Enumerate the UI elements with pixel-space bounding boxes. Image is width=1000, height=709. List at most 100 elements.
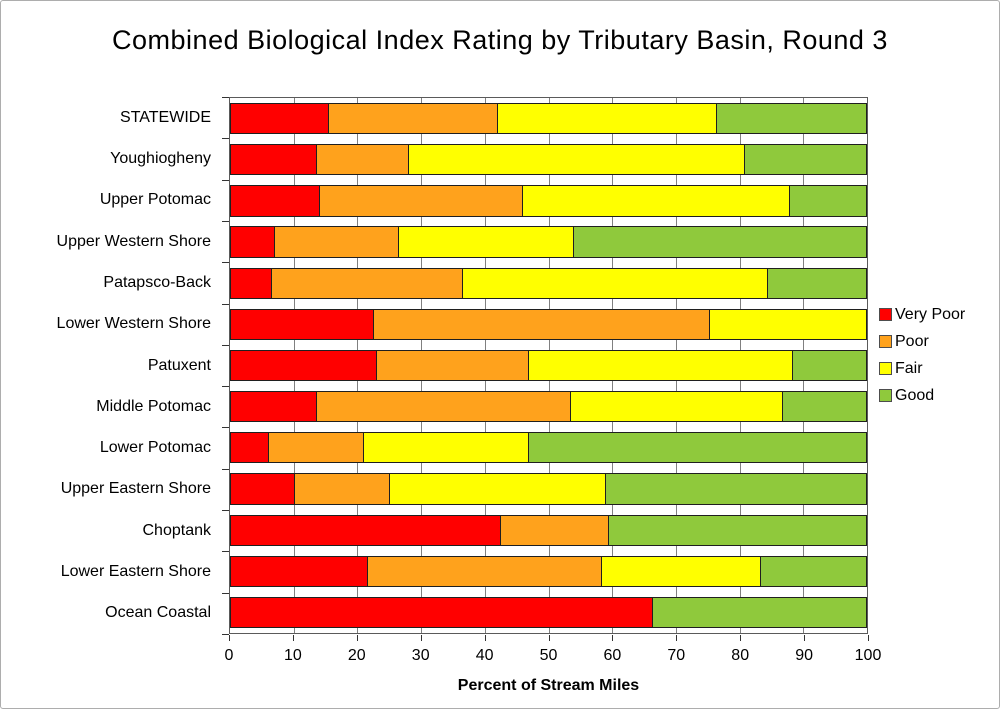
bar-segment-very-poor: [231, 474, 295, 504]
x-axis-tick: [292, 635, 294, 641]
x-tick-label: 100: [854, 647, 882, 664]
category-label: Ocean Coastal: [105, 604, 211, 622]
stacked-bar-upper-eastern-shore: [230, 473, 867, 505]
x-axis-tick: [484, 635, 486, 641]
bar-segment-fair: [523, 186, 790, 216]
y-axis-tick: [222, 551, 229, 553]
bar-segment-fair: [408, 145, 746, 175]
bar-row: [230, 427, 867, 468]
x-tick-label: 60: [603, 647, 622, 664]
category-label: Upper Western Shore: [56, 232, 211, 250]
bar-segment-very-poor: [231, 556, 368, 586]
bar-segment-good: [529, 433, 866, 463]
category-label: Middle Potomac: [96, 397, 211, 415]
x-axis-tick: [740, 635, 742, 641]
y-axis-tick: [222, 179, 229, 181]
stacked-bar-patuxent: [230, 349, 867, 382]
y-axis-tick: [222, 262, 229, 264]
x-tick-label: 10: [283, 647, 302, 664]
x-tick-label: 70: [667, 647, 686, 664]
stacked-bar-choptank: [230, 514, 867, 546]
x-tick-label: 30: [411, 647, 430, 664]
bar-segment-poor: [294, 474, 390, 504]
bar-row: [230, 386, 867, 427]
bar-segment-poor: [373, 309, 711, 339]
stacked-bar-upper-western-shore: [230, 226, 867, 258]
legend-swatch-very-poor: [879, 308, 892, 321]
x-axis-tick: [612, 635, 614, 641]
plot-area: [229, 97, 868, 634]
y-axis-tick: [222, 344, 229, 346]
bar-segment-very-poor: [231, 597, 654, 628]
bar-segment-fair: [497, 103, 717, 134]
y-axis-tick: [222, 510, 229, 512]
category-label: Lower Eastern Shore: [60, 563, 211, 581]
bar-segment-good: [605, 474, 866, 504]
legend-label: Poor: [895, 332, 929, 350]
bar-segment-good: [745, 145, 866, 175]
legend-swatch-fair: [879, 362, 892, 375]
category-label: Choptank: [142, 521, 212, 539]
category-label: STATEWIDE: [120, 108, 211, 126]
bar-segment-fair: [389, 474, 606, 504]
y-axis-tick: [222, 427, 229, 429]
x-axis-tick: [804, 635, 806, 641]
legend-swatch-poor: [879, 335, 892, 348]
x-axis-title: Percent of Stream Miles: [457, 677, 640, 694]
x-tick-label: 20: [347, 647, 366, 664]
bar-segment-poor: [272, 268, 463, 298]
bar-segment-fair: [364, 433, 530, 463]
x-axis-tick: [356, 635, 358, 641]
bar-segment-fair: [462, 268, 768, 298]
bar-row: [230, 180, 867, 221]
legend-label: Good: [895, 386, 935, 404]
y-axis-tick: [222, 303, 229, 305]
category-label: Upper Eastern Shore: [60, 480, 211, 498]
legend-item-very-poor: Very Poor: [879, 301, 965, 328]
bar-segment-very-poor: [231, 350, 378, 381]
x-axis-tick: [868, 635, 869, 641]
bar-row: [230, 592, 867, 633]
category-label: Patuxent: [147, 356, 211, 374]
x-tick-label: 50: [539, 647, 558, 664]
category-label: Lower Potomac: [99, 439, 211, 457]
bar-segment-fair: [710, 309, 866, 339]
bar-segment-very-poor: [231, 433, 270, 463]
stacked-bar-lower-eastern-shore: [230, 555, 867, 587]
bar-segment-good: [608, 515, 866, 545]
bar-segment-very-poor: [231, 268, 273, 298]
stacked-bar-statewide: [230, 102, 867, 135]
x-axis-tick: [229, 635, 230, 641]
y-axis-tick: [222, 386, 229, 388]
bar-row: [230, 345, 867, 386]
stacked-bar-middle-potomac: [230, 391, 867, 423]
bar-segment-poor: [316, 392, 571, 422]
stacked-bar-upper-potomac: [230, 185, 867, 217]
x-tick-label: 90: [795, 647, 813, 664]
bar-row: [230, 221, 867, 262]
stacked-bar-lower-potomac: [230, 432, 867, 464]
bar-segment-fair: [529, 350, 793, 381]
bar-segment-fair: [602, 556, 762, 586]
bar-segment-poor: [316, 145, 409, 175]
bar-segment-good: [789, 186, 866, 216]
bar-segment-poor: [319, 186, 524, 216]
bar-row: [230, 98, 867, 139]
bar-segment-very-poor: [231, 103, 330, 134]
bar-segment-very-poor: [231, 145, 317, 175]
bar-segment-fair: [570, 392, 784, 422]
bar-segment-good: [761, 556, 866, 586]
bar-segment-good: [783, 392, 866, 422]
bar-segment-good: [767, 268, 866, 298]
y-axis-tick: [222, 634, 229, 635]
y-axis-tick: [222, 97, 229, 98]
category-label: Lower Western Shore: [56, 315, 211, 333]
bar-segment-good: [792, 350, 866, 381]
category-label: Patapsco-Back: [103, 273, 211, 291]
x-axis-tick: [420, 635, 422, 641]
stacked-bar-youghiogheny: [230, 144, 867, 176]
y-axis-tick: [222, 220, 229, 222]
bar-row: [230, 551, 867, 592]
x-tick-label: 80: [731, 647, 750, 664]
